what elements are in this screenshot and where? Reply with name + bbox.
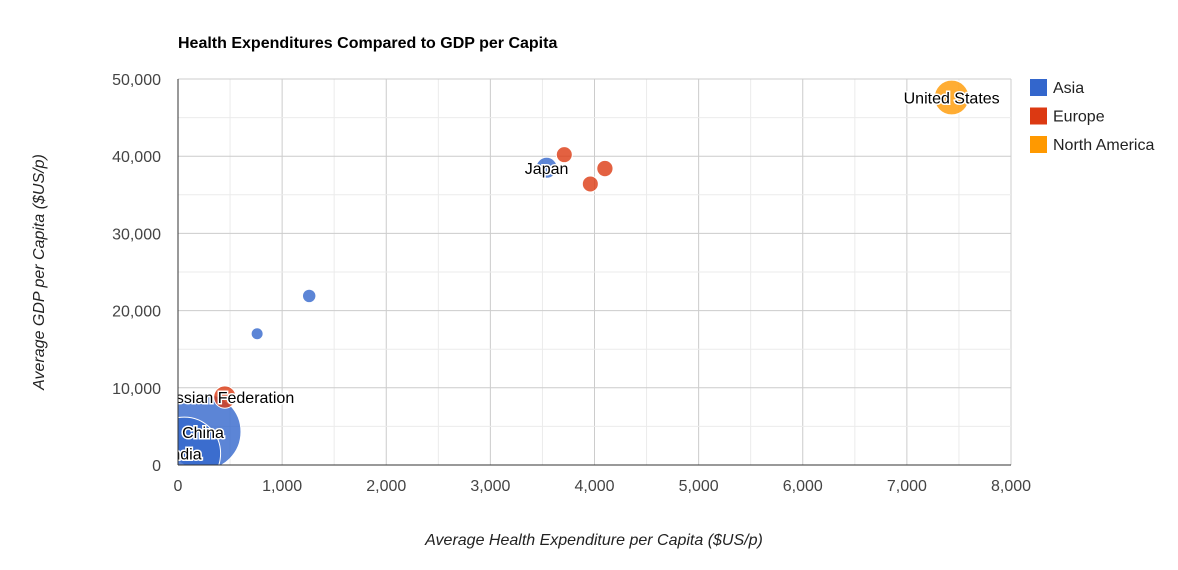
bubble-point[interactable]: India (148, 416, 222, 490)
x-tick-label: 8,000 (991, 478, 1031, 495)
y-tick-label: 30,000 (112, 226, 161, 243)
x-tick-label: 3,000 (470, 478, 510, 495)
bubble-point[interactable]: Asia (250, 327, 264, 341)
x-tick-label: 4,000 (574, 478, 614, 495)
y-tick-label: 50,000 (112, 72, 161, 89)
x-tick-label: 1,000 (262, 478, 302, 495)
legend-swatch (1030, 136, 1047, 153)
x-tick-label: 6,000 (783, 478, 823, 495)
bubbles: China India United States Russian Federatio… (148, 79, 970, 490)
y-axis-title: Average GDP per Capita ($US/p) (31, 154, 48, 391)
y-tick-label: 0 (152, 458, 161, 475)
x-axis-title: Average Health Expenditure per Capita ($… (424, 532, 763, 549)
legend-item[interactable]: North America (1030, 136, 1154, 154)
bubble-label: Japan (525, 161, 569, 178)
bubble-point[interactable]: Europe (581, 175, 599, 193)
bubble-label: Russian Federation (155, 390, 294, 407)
y-tick-label: 40,000 (112, 149, 161, 166)
chart-title: Health Expenditures Compared to GDP per … (178, 35, 557, 52)
bubble-point[interactable]: United States (933, 79, 970, 116)
bubble-label: India (167, 446, 202, 463)
bubble-label: United States (904, 91, 1000, 108)
bubble-point[interactable]: Europe (555, 146, 573, 164)
axes: 0 1,000 2,000 3,000 4,000 5,000 6,000 7,000 8,00… (112, 72, 1031, 495)
x-tick-label: 5,000 (679, 478, 719, 495)
gridlines (177, 78, 1012, 466)
x-tick-label: 7,000 (887, 478, 927, 495)
legend-item[interactable]: Europe (1030, 107, 1105, 126)
bubble-point[interactable]: Asia (301, 288, 317, 304)
bubble-labels: India China Japan Russian Federation United … (155, 89, 1001, 465)
bubble-point[interactable]: Russian Federation (213, 385, 237, 409)
legend-label: North America (1053, 137, 1154, 154)
x-tick-label: 2,000 (366, 478, 406, 495)
legend-swatch (1030, 107, 1047, 125)
bubble-point[interactable]: Japan (535, 156, 558, 179)
legend-item[interactable]: Asia (1030, 79, 1084, 97)
legend-label: Europe (1053, 109, 1105, 126)
y-tick-label: 10,000 (112, 381, 161, 398)
legend: Asia Europe North America (1030, 79, 1154, 154)
bubble-point[interactable]: Europe (596, 159, 614, 178)
y-tick-label: 20,000 (112, 304, 161, 321)
legend-swatch (1030, 79, 1047, 96)
legend-label: Asia (1053, 80, 1084, 97)
bubble-label: China (182, 425, 224, 442)
x-tick-label: 0 (174, 478, 183, 495)
